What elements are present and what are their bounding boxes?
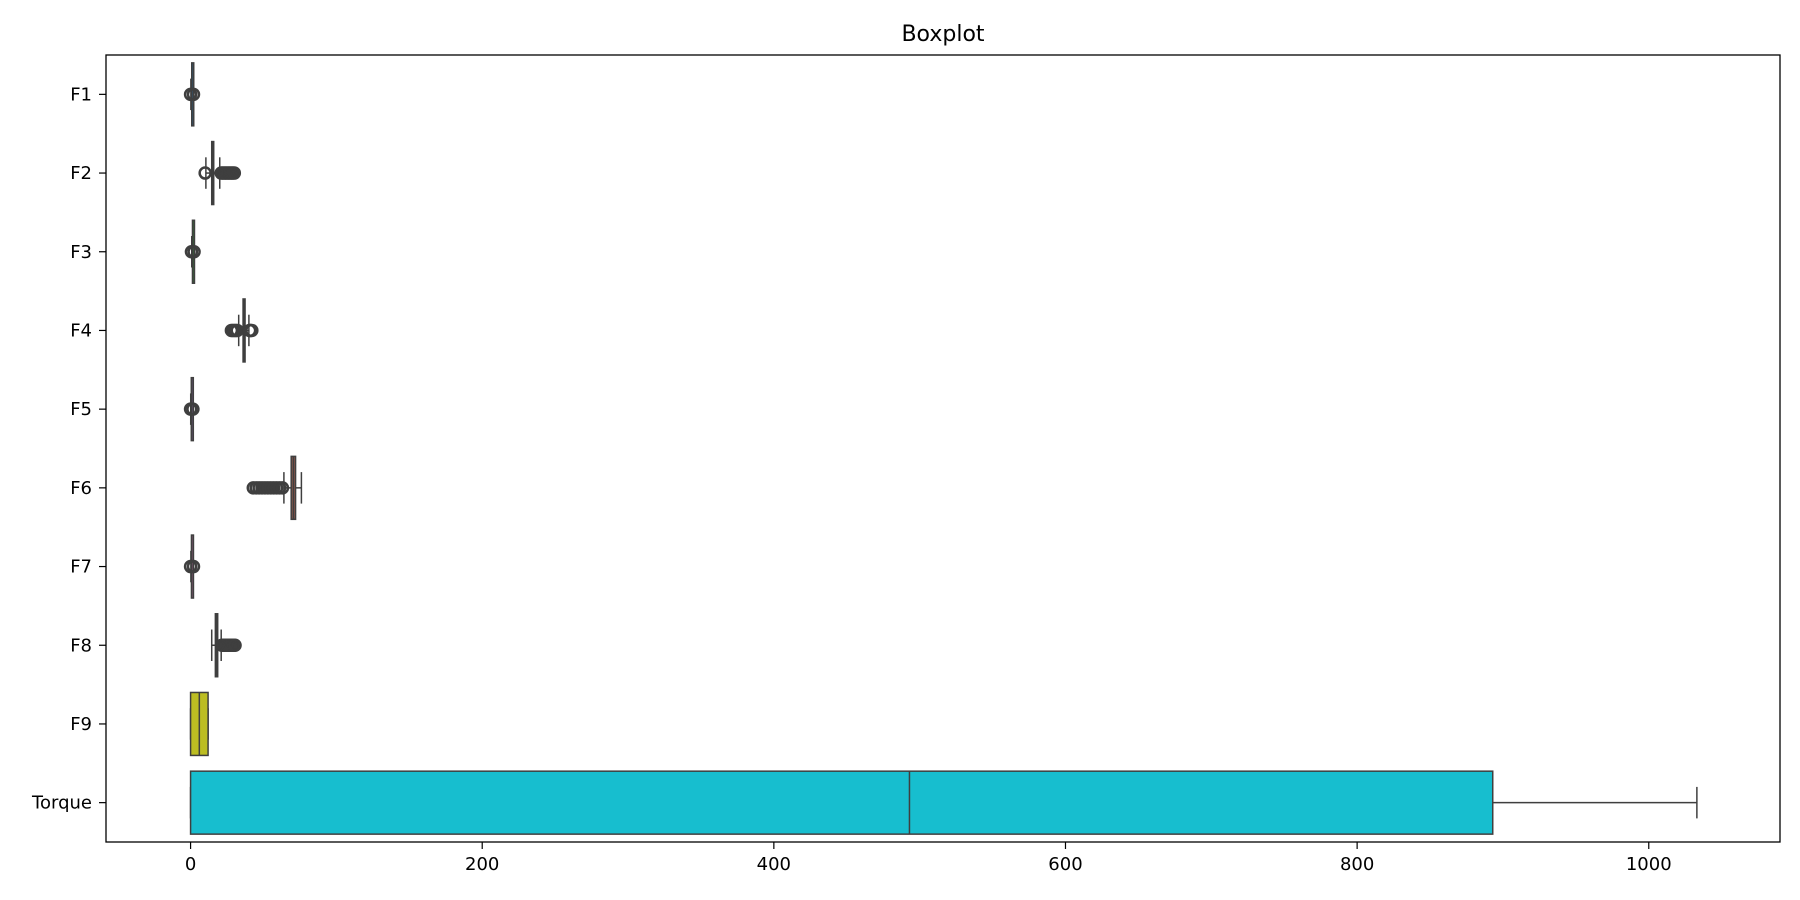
box-f6 — [246, 455, 303, 521]
box-f5 — [183, 376, 200, 442]
plot-frame — [105, 54, 1781, 843]
box-f9 — [189, 691, 209, 757]
outlier-point — [186, 559, 201, 574]
iqr-box — [189, 770, 1494, 835]
box-f3 — [184, 219, 201, 284]
x-tick-label: 400 — [757, 854, 791, 875]
y-tick-label: F7 — [70, 557, 92, 578]
outlier-point — [186, 402, 200, 416]
y-axis: F1 F2 F3 F4 F5 F6 F7 F8 F9 Torque — [31, 84, 106, 814]
outlier-point — [227, 166, 242, 180]
outlier-point — [187, 245, 201, 259]
box-f7 — [183, 534, 201, 599]
box-f8 — [210, 613, 242, 678]
x-tick-label: 800 — [1340, 854, 1374, 875]
y-tick-label: F8 — [70, 635, 92, 656]
y-tick-label: F4 — [70, 320, 92, 341]
y-tick-label: F5 — [70, 399, 92, 420]
box-f2 — [198, 140, 242, 206]
y-tick-label: F1 — [70, 84, 92, 105]
y-tick-label: F9 — [70, 714, 92, 735]
chart-title: Boxplot — [901, 22, 984, 47]
outlier-point — [198, 166, 212, 180]
box-f1 — [183, 62, 201, 127]
outlier-point — [275, 481, 290, 495]
boxes-group — [183, 62, 1698, 835]
outlier-point — [186, 87, 201, 102]
y-tick-label: F2 — [70, 163, 92, 184]
outlier-point — [228, 638, 242, 652]
y-tick-label: F6 — [70, 478, 92, 499]
outlier-point — [230, 323, 244, 338]
x-tick-label: 1000 — [1626, 854, 1672, 875]
x-tick-label: 200 — [465, 854, 499, 875]
box-f4 — [224, 298, 259, 363]
x-tick-label: 600 — [1048, 854, 1082, 875]
y-tick-label: F3 — [70, 242, 92, 263]
y-tick-label: Torque — [31, 793, 92, 814]
box-torque — [189, 770, 1698, 835]
outlier-point — [245, 323, 259, 338]
x-tick-label: 0 — [185, 854, 196, 875]
x-axis: 0 200 400 600 800 1000 — [185, 842, 1672, 875]
